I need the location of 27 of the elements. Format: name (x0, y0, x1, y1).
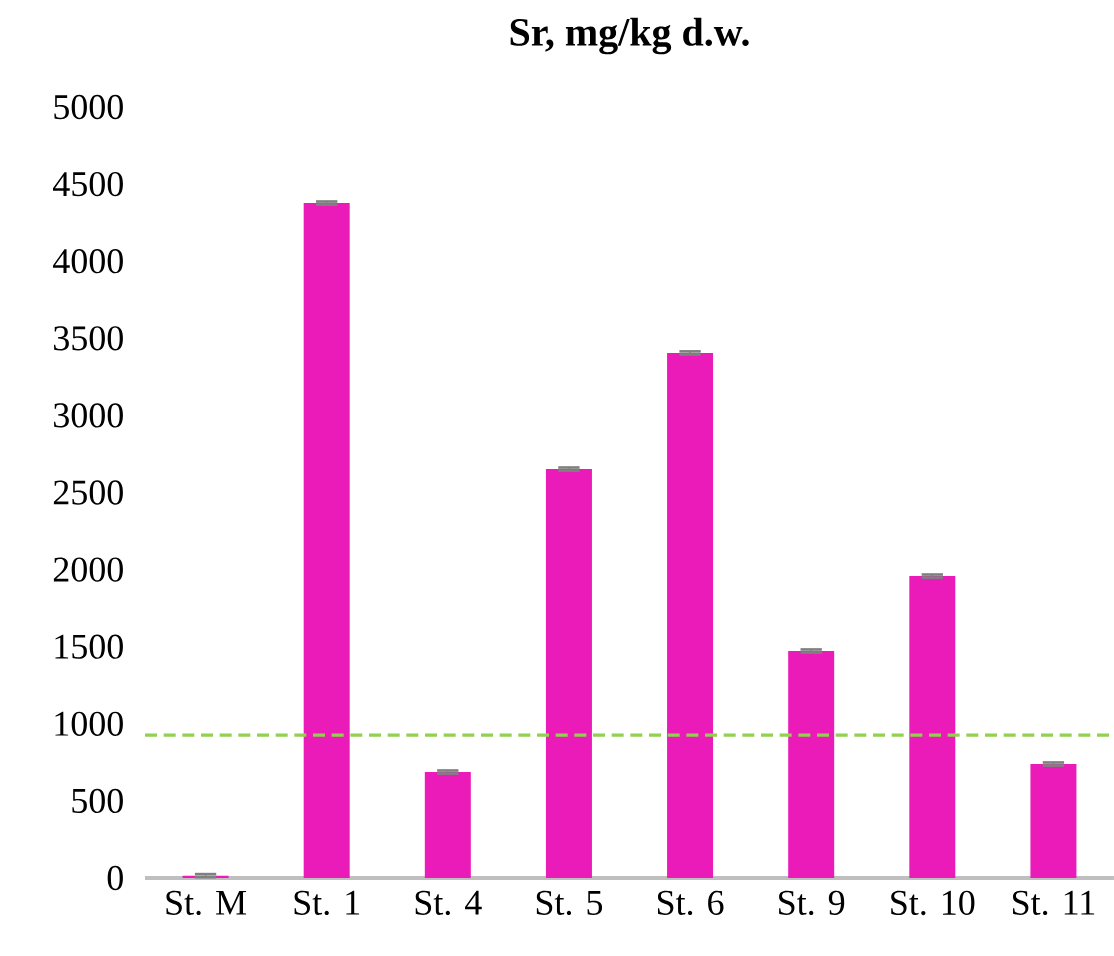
y-tick-label: 2000 (53, 557, 123, 582)
chart-title: Sr, mg/kg d.w. (510, 17, 749, 55)
bar (545, 469, 592, 878)
y-tick-label: 1000 (55, 711, 123, 736)
y-tick-label: 3000 (54, 403, 123, 428)
x-tick-label: St. M (166, 890, 247, 916)
x-tick-label: St. 6 (657, 890, 724, 916)
x-tick-label: St. 1 (294, 890, 360, 916)
bar (909, 576, 956, 878)
y-tick-label: 4000 (53, 249, 123, 274)
bar (788, 651, 835, 878)
y-tick-label: 0 (107, 865, 123, 891)
x-tick-label: St. 10 (891, 890, 975, 916)
y-tick-label: 5000 (54, 94, 123, 120)
y-tick-label: 2500 (53, 480, 123, 505)
bar (1030, 764, 1077, 878)
bar (667, 352, 714, 878)
bar (303, 203, 350, 878)
x-tick-label: St. 4 (415, 890, 482, 916)
y-tick-label: 4500 (53, 171, 123, 197)
y-tick-label: 1500 (55, 634, 123, 659)
x-tick-label: St. 11 (1013, 890, 1095, 916)
x-tick-label: St. 9 (779, 890, 845, 916)
bar (424, 772, 471, 878)
x-tick-label: St. 5 (536, 890, 603, 916)
y-tick-label: 3500 (54, 326, 123, 351)
y-tick-label: 500 (72, 788, 123, 814)
